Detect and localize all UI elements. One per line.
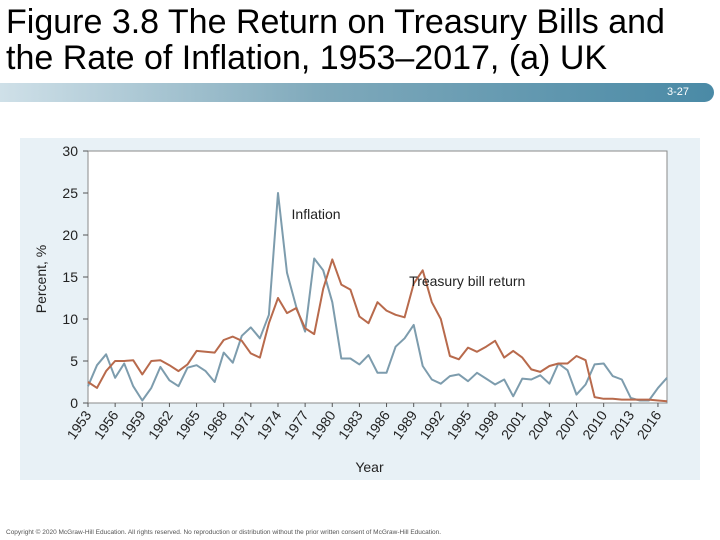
x-tick-label: 1968 (199, 407, 230, 442)
x-tick-label: 1974 (253, 407, 284, 442)
y-tick-label: 0 (70, 395, 78, 411)
x-tick-label: 2013 (606, 407, 637, 442)
x-tick-label: 1971 (226, 407, 257, 442)
inflation-annotation: Inflation (292, 206, 341, 222)
x-tick-label: 1962 (145, 407, 176, 442)
plot-area (87, 150, 668, 404)
chart-panel: 0 5 10 15 20 25 30 1953 1956 1959 1962 1965 1968 1971… (20, 138, 700, 480)
x-tick-label: 1989 (389, 407, 420, 442)
y-tick-label: 25 (62, 185, 78, 201)
treasury-bill-return-annotation: Treasury bill return (409, 273, 525, 289)
line-chart: 0 5 10 15 20 25 30 1953195619591962196519681971… (33, 143, 668, 475)
x-tick-label: 1992 (416, 407, 447, 442)
x-tick-label: 1977 (281, 407, 312, 442)
x-axis-label: Year (355, 459, 384, 475)
x-tick-label: 1980 (308, 407, 339, 442)
x-tick-label: 1983 (335, 407, 366, 442)
x-tick-label: 1998 (471, 407, 502, 442)
x-tick-label: 1959 (118, 407, 149, 442)
y-tick-label: 5 (70, 353, 78, 369)
x-tick-label: 1953 (63, 407, 94, 442)
y-tick-label: 20 (62, 227, 78, 243)
treasury-bill-return-line (87, 258, 668, 403)
inflation-line (87, 192, 668, 402)
x-tick-label: 2004 (525, 407, 556, 442)
y-tick-label: 10 (62, 311, 78, 327)
x-tick-label: 2016 (633, 407, 664, 442)
slide-number: 3-27 (666, 86, 689, 98)
x-tick-label: 2001 (498, 407, 529, 442)
y-axis-label: Percent, % (33, 245, 49, 313)
copyright-notice: Copyright © 2020 McGraw-Hill Education. … (6, 529, 442, 536)
x-tick-label: 1965 (172, 407, 203, 442)
x-tick-label: 1995 (443, 407, 474, 442)
y-tick-label: 15 (62, 269, 78, 285)
x-tick-label: 1986 (362, 407, 393, 442)
title-accent-bar (0, 83, 714, 102)
x-tick-label: 2007 (552, 407, 583, 442)
x-tick-label: 1956 (91, 407, 122, 442)
y-tick-label: 30 (62, 143, 78, 159)
slide-title: Figure 3.8 The Return on Treasury Bills … (6, 3, 665, 77)
x-tick-label: 2010 (579, 407, 610, 442)
